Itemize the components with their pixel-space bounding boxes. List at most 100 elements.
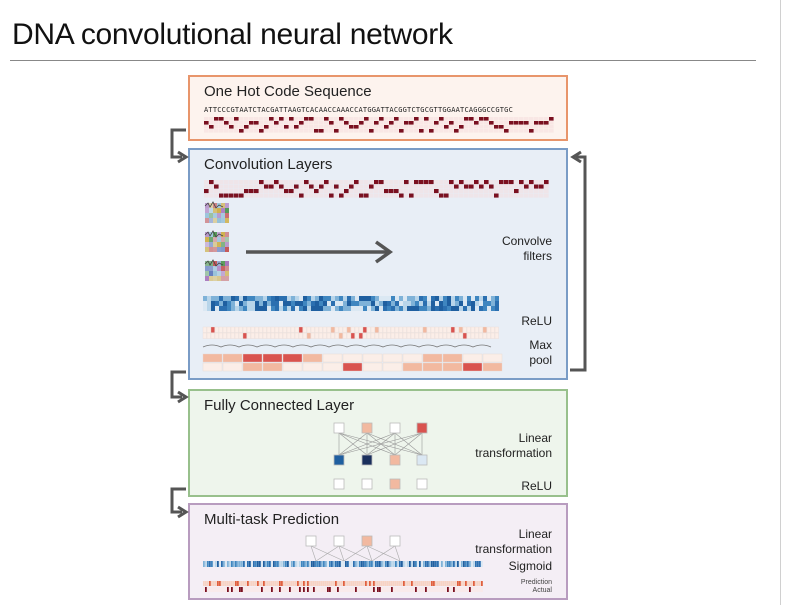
one-hot-cell	[209, 125, 214, 129]
one-hot-cell	[244, 129, 249, 133]
one-hot-cell	[289, 117, 294, 121]
conv-input-cell	[509, 193, 514, 198]
one-hot-cell	[434, 121, 439, 125]
maxpool-input-cell	[218, 332, 223, 339]
maxpool-input-cell	[214, 332, 219, 339]
relu-heat-cell	[395, 306, 399, 311]
maxpool-input-cell	[462, 326, 467, 333]
relu-heat-cell	[495, 296, 499, 301]
prediction-cell	[207, 581, 209, 586]
maxpool-output-cell	[202, 362, 223, 372]
relu-heat-cell	[267, 296, 271, 301]
conv-input-cell	[474, 180, 479, 185]
relu-heat-cell	[363, 296, 367, 301]
actual-cell	[445, 587, 447, 592]
prediction-cell	[457, 581, 459, 586]
conv-input-cell	[314, 189, 319, 194]
prediction-cell	[477, 581, 479, 586]
relu-heat-cell	[327, 301, 331, 306]
conv-input-cell	[304, 180, 309, 185]
actual-cell	[297, 587, 299, 592]
sigmoid-output-cell	[365, 561, 367, 567]
sigmoid-output-cell	[207, 561, 209, 567]
relu-heat-cell	[303, 296, 307, 301]
one-hot-cell	[429, 129, 434, 133]
one-hot-cell	[329, 117, 334, 121]
prediction-cell	[239, 581, 241, 586]
filter-logo-cell	[221, 203, 225, 208]
conv-input-cell	[279, 193, 284, 198]
sigmoid-output-cell	[415, 561, 417, 567]
relu-heat-cell	[451, 306, 455, 311]
conv-input-cell	[534, 193, 539, 198]
conv-input-cell	[399, 180, 404, 185]
actual-cell	[405, 587, 407, 592]
conv-input-cell	[439, 193, 444, 198]
maxpool-output-cell	[262, 353, 283, 363]
filter-logo-cell	[217, 266, 221, 271]
prediction-label: Prediction	[520, 579, 552, 586]
one-hot-cell	[469, 129, 474, 133]
sigmoid-output-cell	[299, 561, 301, 567]
one-hot-cell	[414, 117, 419, 121]
one-hot-cell	[399, 117, 404, 121]
relu-heat-cell	[459, 301, 463, 306]
sigmoid-output-cell	[307, 561, 309, 567]
prediction-cell	[333, 581, 335, 586]
mtp-linear-word: Linear	[518, 527, 552, 541]
relu-heat-cell	[435, 306, 439, 311]
actual-cell	[287, 587, 289, 592]
prediction-cell	[387, 581, 389, 586]
panel-fully-connected: Fully Connected Layer Linear transformat…	[188, 389, 568, 497]
prediction-cell	[409, 581, 411, 586]
one-hot-cell	[429, 121, 434, 125]
conv-input-cell	[334, 189, 339, 194]
sigmoid-output-cell	[211, 561, 213, 567]
maxpool-input-cell	[202, 326, 207, 333]
one-hot-cell	[374, 125, 379, 129]
one-hot-cell	[509, 125, 514, 129]
one-hot-cell	[489, 129, 494, 133]
relu-heat-cell	[431, 301, 435, 306]
actual-cell	[379, 587, 381, 592]
sigmoid-output-cell	[439, 561, 441, 567]
conv-input-cell	[409, 193, 414, 198]
relu-heat-cell	[315, 301, 319, 306]
maxpool-output-cell	[302, 362, 323, 372]
maxpool-input-cell	[426, 326, 431, 333]
sigmoid-output-cell	[375, 561, 377, 567]
one-hot-cell	[359, 125, 364, 129]
one-hot-cell	[499, 121, 504, 125]
sigmoid-output-cell	[367, 561, 369, 567]
maxpool-input-cell	[226, 326, 231, 333]
sigmoid-output-cell	[289, 561, 291, 567]
maxpool-input-cell	[410, 326, 415, 333]
maxpool-input-cell	[298, 332, 303, 339]
relu-heat-cell	[447, 296, 451, 301]
relu-heat-cell	[359, 296, 363, 301]
maxpool-output-cell	[322, 362, 343, 372]
conv-input-cell	[454, 193, 459, 198]
relu-heat-cell	[339, 306, 343, 311]
conv-input-cell	[379, 184, 384, 189]
maxpool-input-cell	[466, 332, 471, 339]
conv-input-cell	[539, 184, 544, 189]
sigmoid-output-cell	[277, 561, 279, 567]
maxpool-input-cell	[294, 326, 299, 333]
conv-input-cell	[409, 184, 414, 189]
fc-connection	[366, 432, 423, 456]
maxpool-input-cell	[346, 332, 351, 339]
prediction-cell	[211, 581, 213, 586]
conv-input-cell	[424, 193, 429, 198]
one-hot-cell	[234, 121, 239, 125]
maxpool-input-cell	[370, 332, 375, 339]
one-hot-cell	[429, 125, 434, 129]
sigmoid-output-cell	[335, 561, 337, 567]
sigmoid-output-cell	[383, 561, 385, 567]
sigmoid-output-cell	[305, 561, 307, 567]
maxpool-input-cell	[494, 326, 499, 333]
conv-input-cell	[489, 180, 494, 185]
conv-input-cell	[259, 193, 264, 198]
prediction-cell	[255, 581, 257, 586]
relu-heat-cell	[375, 296, 379, 301]
